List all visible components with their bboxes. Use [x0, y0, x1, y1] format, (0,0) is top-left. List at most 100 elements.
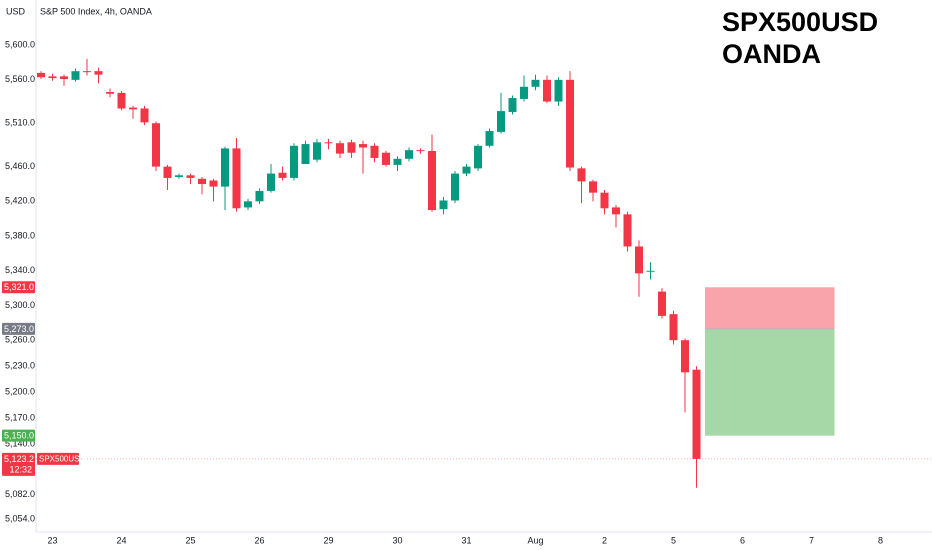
candle-body	[221, 148, 229, 187]
candle-body	[129, 107, 137, 110]
candle-body	[589, 181, 597, 193]
candle-body	[543, 79, 551, 102]
y-tick-label: 5,300.0	[5, 300, 35, 310]
y-tick-label: 5,230.0	[5, 361, 35, 371]
candle-body	[405, 150, 413, 159]
candle-body	[623, 214, 632, 247]
candle-body	[267, 173, 275, 191]
y-tick-label: 5,420.0	[5, 196, 35, 206]
candle-body	[336, 143, 344, 154]
candle-body	[681, 340, 689, 373]
last-price-tag	[2, 452, 35, 476]
candle-body	[152, 123, 160, 167]
candle-body	[635, 246, 643, 274]
candle-body	[439, 200, 448, 210]
candle-body	[232, 148, 241, 209]
candle-body	[428, 151, 436, 211]
x-tick-label: 25	[185, 535, 195, 545]
candle-body	[347, 142, 356, 153]
y-tick-label: 5,140.0	[5, 439, 35, 449]
candle-body	[370, 145, 379, 158]
x-tick-label: 23	[47, 535, 57, 545]
candle-body	[290, 145, 298, 178]
candle-body	[186, 175, 195, 178]
candle-body	[209, 180, 218, 187]
target-zone	[705, 328, 835, 436]
y-tick-label: 5,560.0	[5, 74, 35, 84]
candle-body	[600, 192, 609, 209]
y-tick-label: 5,340.0	[5, 265, 35, 275]
watermark-broker: OANDA	[722, 39, 821, 69]
currency: USD	[6, 6, 26, 16]
candle-body	[485, 131, 494, 146]
x-tick-label: 6	[740, 535, 745, 545]
x-tick-label: 2	[602, 535, 607, 545]
candle-body	[462, 166, 471, 174]
y-tick-label: 5,200.0	[5, 387, 35, 397]
symbol-tag-label: SPX500USD	[39, 455, 85, 464]
candle-body	[83, 71, 91, 73]
x-tick-label: Aug	[527, 535, 543, 545]
x-tick-label: 5	[671, 535, 676, 545]
x-tick-label: 8	[878, 535, 883, 545]
candle-body	[692, 369, 701, 459]
y-tick-label: 5,460.0	[5, 161, 35, 171]
candle-body	[301, 144, 310, 165]
symbol-info: S&P 500 Index, 4h, OANDA	[40, 6, 152, 16]
x-tick-label: 31	[461, 535, 471, 545]
price-tag-label: 5,273.0	[4, 324, 34, 334]
x-tick-label: 24	[116, 535, 126, 545]
stop-zone	[705, 287, 835, 329]
candle-body	[71, 71, 80, 80]
last-price-label: 5,123.2	[4, 454, 34, 464]
candle-body	[393, 158, 402, 165]
candle-body	[60, 76, 68, 79]
candle-body	[94, 71, 103, 75]
candle-body	[451, 173, 459, 201]
candle-body	[198, 178, 206, 184]
price-tag	[2, 429, 35, 442]
candle-body	[474, 145, 482, 169]
candle-body	[359, 144, 367, 148]
candle-body	[520, 86, 528, 99]
y-tick-label: 5,380.0	[5, 230, 35, 240]
candle-body	[508, 98, 517, 112]
candle-body	[106, 91, 114, 94]
candle-body	[244, 201, 252, 208]
price-tag-label: 5,150.0	[4, 431, 34, 441]
candle-body	[324, 142, 333, 144]
candle-body	[255, 190, 264, 202]
symbol-tag	[37, 452, 79, 465]
candle-body	[416, 150, 425, 152]
candle-body	[658, 291, 666, 316]
price-tag-label: 5,321.0	[4, 282, 34, 292]
x-tick-label: 30	[392, 535, 402, 545]
candle-body	[497, 111, 505, 132]
x-tick-label: 26	[254, 535, 264, 545]
candle-body	[531, 79, 540, 87]
candle-body	[175, 175, 183, 178]
candle-body	[669, 314, 678, 341]
candle-body	[163, 166, 172, 178]
y-tick-label: 5,600.0	[5, 40, 35, 50]
y-tick-label: 5,260.0	[5, 335, 35, 345]
x-tick-label: 29	[323, 535, 333, 545]
candle-body	[313, 142, 321, 160]
candle-body	[612, 207, 620, 215]
y-tick-label: 5,082.0	[5, 489, 35, 499]
candle-body	[117, 92, 126, 109]
candle-body	[278, 172, 287, 178]
price-tag	[2, 322, 35, 335]
candle-body	[577, 168, 586, 182]
y-tick-label: 5,054.0	[5, 513, 35, 523]
candle-body	[554, 79, 563, 102]
candle-body	[140, 108, 149, 123]
x-tick-label: 7	[809, 535, 814, 545]
candle-body	[646, 270, 655, 272]
price-tag	[2, 281, 35, 294]
y-tick-label: 5,170.0	[5, 413, 35, 423]
candle-body	[566, 79, 574, 168]
candle-body	[48, 76, 57, 79]
